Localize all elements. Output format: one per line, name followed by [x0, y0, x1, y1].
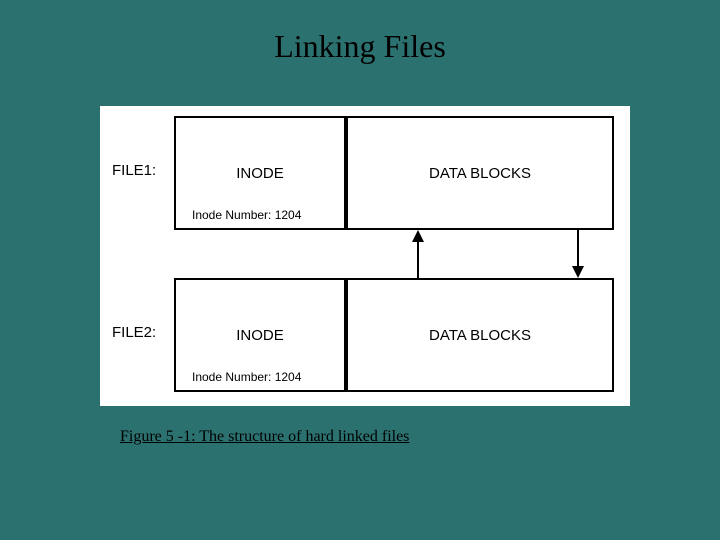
arrow-down-line — [577, 230, 579, 268]
file2-label: FILE2: — [112, 324, 156, 341]
diagram-area: FILE1: INODE DATA BLOCKS Inode Number: 1… — [100, 106, 630, 406]
figure-caption: Figure 5 -1: The structure of hard linke… — [120, 428, 409, 446]
file2-data-label: DATA BLOCKS — [429, 327, 531, 344]
file1-data-block: DATA BLOCKS — [346, 116, 614, 230]
file1-inode-number: Inode Number: 1204 — [192, 208, 301, 222]
file2-inode-number: Inode Number: 1204 — [192, 370, 301, 384]
arrow-down-head-icon — [572, 266, 584, 278]
slide-title: Linking Files — [0, 28, 720, 65]
file2-data-block: DATA BLOCKS — [346, 278, 614, 392]
arrow-up-line — [417, 240, 419, 278]
slide: Linking Files FILE1: INODE DATA BLOCKS I… — [0, 0, 720, 540]
file1-inode-label: INODE — [236, 165, 284, 182]
file2-inode-label: INODE — [236, 327, 284, 344]
arrow-up-head-icon — [412, 230, 424, 242]
file1-label: FILE1: — [112, 162, 156, 179]
file1-data-label: DATA BLOCKS — [429, 165, 531, 182]
